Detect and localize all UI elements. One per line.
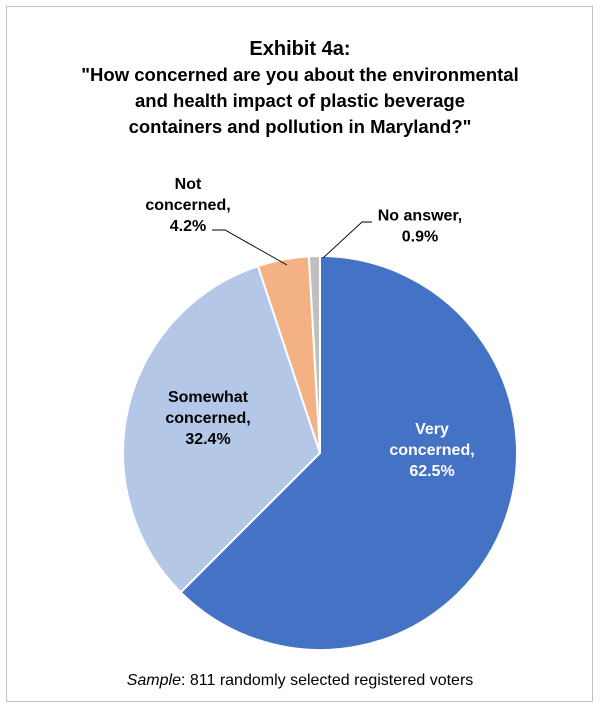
chart-title: Exhibit 4a: bbox=[249, 38, 351, 60]
subtitle-line: containers and pollution in Maryland?" bbox=[128, 116, 472, 137]
chart-title-block: Exhibit 4a: "How concerned are you about… bbox=[0, 36, 600, 140]
sample-label: Sample bbox=[126, 672, 181, 689]
pie-slices bbox=[122, 254, 518, 651]
leader-lines bbox=[212, 221, 372, 266]
pie-slice-no-answer bbox=[307, 254, 321, 454]
subtitle-line: and health impact of plastic beverage bbox=[134, 90, 465, 111]
slice-label: No answer, 0.9% bbox=[378, 208, 462, 246]
subtitle-line: "How concerned are you about the environ… bbox=[81, 64, 519, 85]
slice-labels: Very concerned, 62.5% Somewhat concerned, 32.… bbox=[145, 176, 474, 480]
slice-label: Very concerned, 62.5% bbox=[389, 421, 474, 480]
slice-label: Somewhat concerned, 32.4% bbox=[165, 389, 250, 448]
chart-subtitle: "How concerned are you about the environ… bbox=[0, 62, 600, 140]
sample-text: : 811 randomly selected registered voter… bbox=[180, 672, 474, 689]
pie-slice-very-concerned bbox=[179, 254, 518, 651]
sample-note: Sample: 811 randomly selected registered… bbox=[0, 672, 600, 690]
pie-slice-somewhat-concerned bbox=[122, 264, 322, 594]
leader-line bbox=[322, 221, 372, 259]
slice-label: Not concerned, 4.2% bbox=[145, 176, 230, 235]
leader-line bbox=[212, 229, 288, 266]
